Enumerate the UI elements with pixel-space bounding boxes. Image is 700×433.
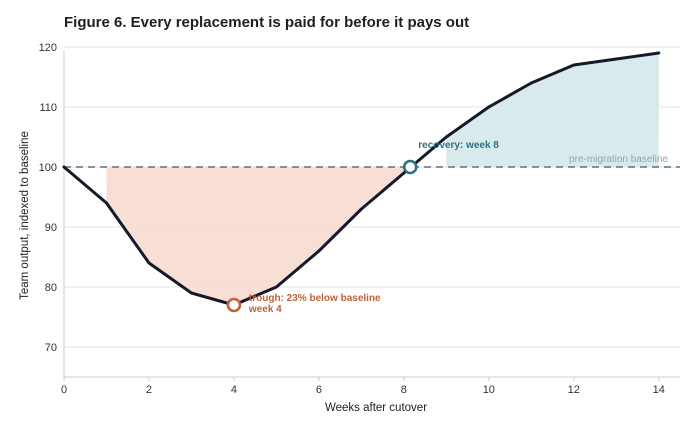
data-point (359, 207, 363, 211)
trough-label-line: trough: 23% below baseline (249, 293, 381, 304)
chart-title: Figure 6. Every replacement is paid for … (64, 14, 470, 31)
y-axis-title: Team output, indexed to baseline (19, 131, 31, 300)
data-point (444, 135, 448, 139)
data-point (657, 51, 661, 55)
x-tick-label: 10 (483, 384, 495, 396)
x-tick-label: 6 (316, 384, 322, 396)
data-point (62, 165, 66, 169)
data-point (317, 249, 321, 253)
data-point (190, 291, 193, 295)
data-point (105, 201, 108, 205)
x-axis-title: Weeks after cutover (325, 402, 427, 414)
recovery-label-line: recovery: week 8 (418, 140, 499, 151)
x-tick-label: 14 (653, 384, 665, 396)
x-tick-label: 8 (401, 384, 407, 396)
y-tick-label: 110 (39, 102, 57, 114)
x-tick-label: 2 (146, 384, 152, 396)
data-point (402, 171, 406, 175)
y-tick-label: 90 (45, 222, 57, 234)
y-tick-label: 70 (45, 342, 57, 354)
x-tick-label: 4 (231, 384, 237, 396)
recovery-marker (402, 159, 418, 175)
shaded-region-above-baseline (446, 53, 659, 167)
x-tick-label: 0 (61, 384, 67, 396)
y-tick-label: 100 (39, 162, 57, 174)
trough-label-line: week 4 (248, 304, 282, 315)
data-point (147, 261, 151, 265)
y-tick-label: 80 (45, 282, 57, 294)
data-point (529, 81, 533, 85)
trough-marker (226, 297, 242, 313)
shaded-region-below-baseline (106, 167, 409, 305)
data-point (614, 57, 618, 61)
baseline-label: pre-migration baseline (569, 154, 668, 165)
y-tick-label: 120 (39, 42, 57, 54)
data-point (275, 285, 278, 289)
data-point (487, 105, 491, 109)
x-tick-label: 12 (568, 384, 580, 396)
data-point (572, 63, 576, 67)
